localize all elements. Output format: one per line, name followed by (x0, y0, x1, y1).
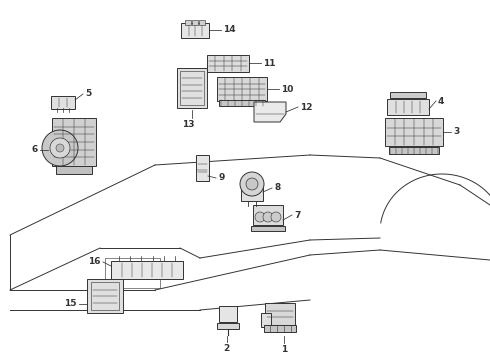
Bar (177, 68, 207, 108)
Bar (199, 20, 205, 25)
Bar (241, 183, 263, 201)
Bar (385, 118, 443, 146)
Circle shape (255, 212, 265, 222)
Text: 5: 5 (85, 89, 91, 98)
Text: 6: 6 (32, 145, 38, 154)
Bar (217, 77, 267, 101)
Bar (111, 261, 183, 279)
Bar (265, 303, 295, 325)
Circle shape (271, 212, 281, 222)
Bar (219, 306, 237, 322)
Text: 4: 4 (438, 96, 444, 105)
Circle shape (42, 130, 78, 166)
Text: 8: 8 (274, 184, 280, 193)
Bar (390, 92, 426, 98)
Text: 15: 15 (65, 300, 77, 309)
Bar (192, 20, 198, 25)
Bar (56, 166, 92, 174)
Text: 10: 10 (281, 85, 294, 94)
Bar (253, 205, 283, 225)
Bar (105, 258, 160, 288)
Bar (207, 54, 249, 72)
Bar (91, 282, 119, 310)
Text: 7: 7 (294, 211, 300, 220)
Circle shape (240, 172, 264, 196)
Bar (387, 99, 429, 115)
Text: 13: 13 (182, 120, 194, 129)
Bar (87, 279, 123, 313)
Bar (180, 71, 204, 105)
Bar (251, 225, 285, 230)
Text: 3: 3 (453, 127, 459, 136)
Bar (264, 324, 296, 332)
Bar (261, 313, 271, 327)
Polygon shape (254, 102, 286, 122)
Text: 9: 9 (218, 174, 224, 183)
Bar (196, 155, 209, 181)
Bar (181, 22, 209, 37)
Bar (185, 20, 191, 25)
Text: 2: 2 (223, 344, 229, 353)
Text: 12: 12 (300, 103, 313, 112)
Circle shape (246, 178, 258, 190)
Text: 11: 11 (263, 58, 275, 68)
Bar (51, 95, 75, 108)
Circle shape (50, 138, 70, 158)
Circle shape (263, 212, 273, 222)
Text: 14: 14 (223, 26, 236, 35)
Bar (389, 147, 439, 153)
Bar (217, 323, 239, 329)
Text: 16: 16 (89, 257, 101, 266)
Text: 1: 1 (281, 345, 287, 354)
Bar (219, 100, 265, 106)
Bar (52, 118, 96, 166)
Circle shape (56, 144, 64, 152)
